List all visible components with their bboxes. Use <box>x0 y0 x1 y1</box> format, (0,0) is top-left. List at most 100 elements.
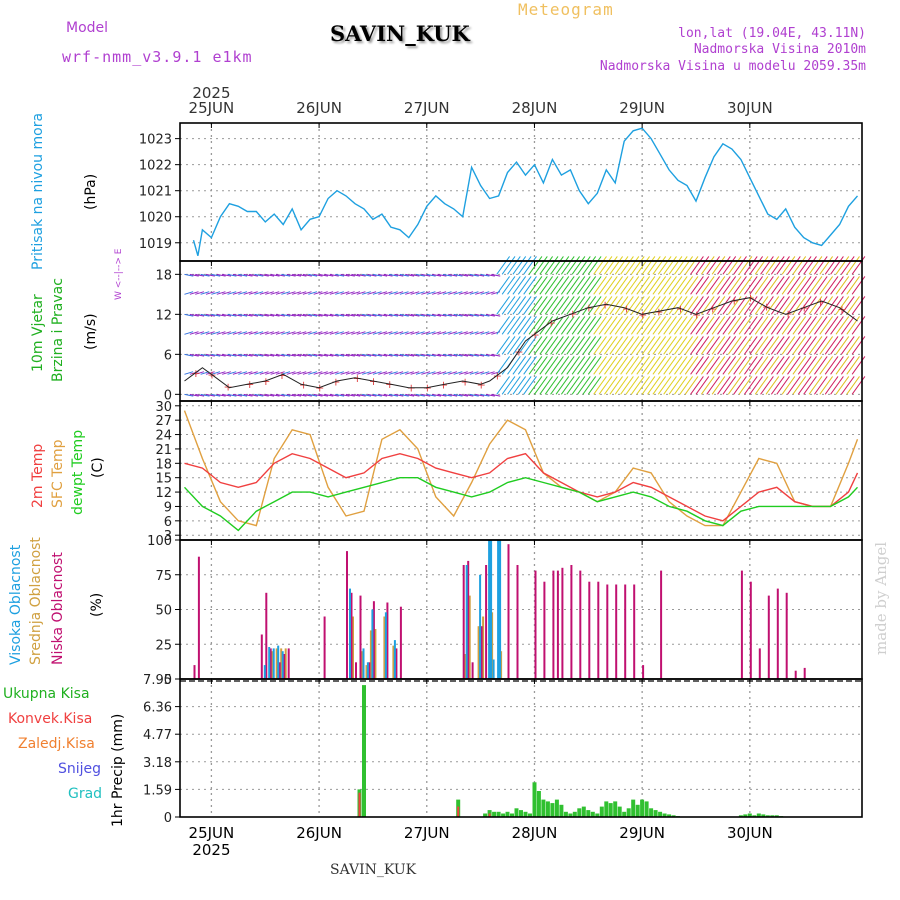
wind-barb <box>453 353 463 357</box>
wind-barb <box>717 296 731 315</box>
wind-barb <box>727 256 742 275</box>
temp-tick-label: 18 <box>155 457 172 472</box>
wind-barb <box>421 313 431 317</box>
wind-barb <box>410 353 420 357</box>
wind-barb <box>560 376 575 395</box>
cloud-bar <box>477 626 480 679</box>
wind-barb <box>550 356 564 375</box>
wind-barb <box>754 256 769 275</box>
wind-barb <box>329 353 339 357</box>
wind-barb <box>722 316 737 335</box>
wind-barb <box>232 371 242 375</box>
wind-barb <box>674 256 688 275</box>
wind-barb <box>200 313 210 317</box>
wind-barb <box>442 331 452 335</box>
wind-barb <box>674 276 688 295</box>
wind-barb <box>501 296 516 315</box>
wind-barb <box>544 296 559 315</box>
wind-barb <box>243 393 253 397</box>
wind-barb <box>534 296 548 315</box>
wind-barb <box>485 313 495 317</box>
wind-barb <box>760 316 774 335</box>
wind-barb <box>754 336 769 355</box>
precip-tick-label: 7.95 <box>143 673 172 688</box>
wind-barb <box>593 356 607 375</box>
wind-barb <box>749 376 764 395</box>
wind-barb <box>415 353 425 357</box>
station-title: SAVIN_KUK <box>330 21 470 46</box>
wind-barb <box>442 313 452 317</box>
wind-barb <box>776 316 790 335</box>
wind-barb <box>717 256 731 275</box>
precip-legend-total: Ukupna Kisa <box>3 686 90 702</box>
wind-barb <box>501 336 516 355</box>
wind-barb <box>727 376 742 395</box>
wind-barb <box>690 256 704 275</box>
precip-bar <box>631 799 636 817</box>
wind-barb <box>248 313 258 317</box>
wind-barb <box>426 291 436 295</box>
wind-barb <box>222 331 231 335</box>
wind-barb <box>587 276 602 295</box>
wind-barb <box>819 296 834 315</box>
wind-barb <box>507 376 521 395</box>
cloud-bar <box>350 592 353 679</box>
wind-barb <box>270 273 280 277</box>
wind-speed-marker: + <box>654 305 663 318</box>
wind-barb <box>534 336 548 355</box>
precip-bar <box>541 799 546 817</box>
wind-barb <box>388 393 398 397</box>
wind-barb <box>292 313 302 317</box>
wind-barb <box>555 336 570 355</box>
wind-barb <box>512 276 527 295</box>
precip-bar <box>358 792 361 817</box>
wind-barb <box>641 376 656 395</box>
precip-bar <box>599 806 604 817</box>
wind-barb <box>582 336 597 355</box>
wind-barb <box>232 313 242 317</box>
wind-barb <box>830 376 844 395</box>
wind-barb <box>286 353 296 357</box>
wind-barb <box>738 256 753 275</box>
wind-barb <box>270 353 280 357</box>
wind-barb <box>302 371 312 375</box>
wind-barb <box>808 336 823 355</box>
wind-barb <box>464 313 474 317</box>
wind-barb <box>410 393 420 397</box>
wind-barb <box>539 336 554 355</box>
cloud-bar <box>366 662 369 679</box>
wind-barb <box>442 291 452 295</box>
wind-barb <box>534 276 548 295</box>
precip-bar <box>640 799 645 817</box>
wind-barb <box>695 276 710 295</box>
wind-barb <box>840 356 855 375</box>
wind-barb <box>405 291 414 295</box>
wind-barb <box>566 316 581 335</box>
wind-barb <box>335 313 345 317</box>
wind-barb <box>426 371 436 375</box>
elevation-text: Nadmorska Visina 2010m <box>693 42 866 57</box>
wind-barb <box>711 276 726 295</box>
wind-barb <box>792 376 807 395</box>
wind-barb <box>437 273 447 277</box>
wind-barb <box>318 331 328 335</box>
wind-barb <box>566 256 581 275</box>
wind-barb <box>496 336 511 355</box>
wind-speed-marker: + <box>584 302 593 315</box>
wind-barb <box>754 376 769 395</box>
wind-barb <box>458 313 468 317</box>
wind-barb <box>528 316 543 335</box>
wind-barb <box>195 371 205 375</box>
bottom-year-label: 2025 <box>192 841 230 859</box>
wind-barb <box>464 371 474 375</box>
wind-barb <box>555 256 570 275</box>
wind-barb <box>362 371 371 375</box>
pressure-tick-label: 1019 <box>139 237 172 252</box>
top-day-label: 26JUN <box>296 99 342 117</box>
model-name: wrf-nmm_v3.9.1 e1km <box>62 48 253 66</box>
wind-barb <box>663 356 677 375</box>
wind-barb <box>733 296 747 315</box>
cloud-tick-label: 50 <box>155 604 172 619</box>
cloud-bar <box>355 662 357 679</box>
wind-barb <box>394 371 404 375</box>
